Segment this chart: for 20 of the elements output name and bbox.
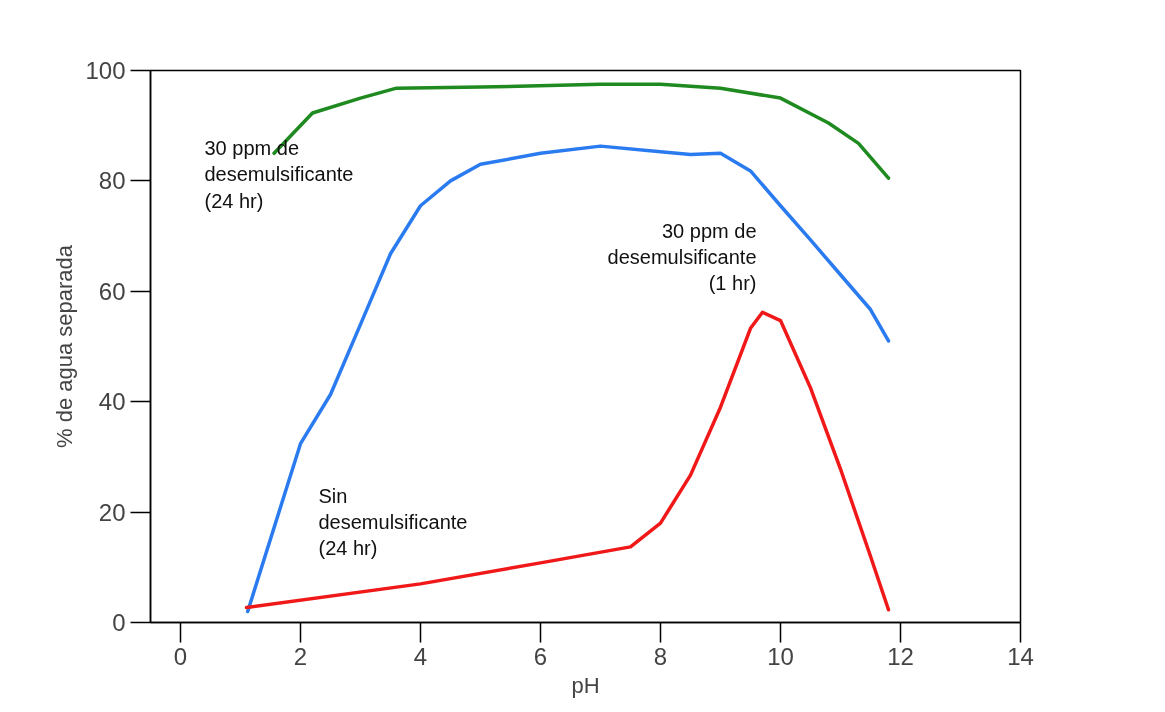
y-tick-label: 40 <box>98 388 126 416</box>
x-tick-label: 0 <box>173 642 188 670</box>
annotation: 30 ppm de desemulsificante (24 hr) <box>204 136 354 212</box>
y-tick-label: 60 <box>98 277 126 305</box>
x-tick-label: 8 <box>653 642 668 670</box>
y-tick-label: 100 <box>85 57 126 84</box>
x-tick-label: 6 <box>533 642 548 670</box>
annotation: 30 ppm de desemulsificante (1 hr) <box>607 219 757 295</box>
x-axis-title: pH <box>571 672 600 698</box>
y-axis-title: % de agua separada <box>52 244 78 449</box>
y-tick-label: 0 <box>112 609 126 636</box>
annotation: Sin desemulsificante (24 hr) <box>318 484 468 560</box>
x-tick-label: 10 <box>767 642 794 670</box>
y-tick-label: 80 <box>98 167 126 195</box>
x-tick-label: 12 <box>887 642 914 670</box>
y-tick-label: 20 <box>98 498 126 526</box>
x-tick-label: 14 <box>1007 642 1034 670</box>
x-tick-label: 4 <box>413 642 428 670</box>
line-series <box>244 310 891 612</box>
x-tick-label: 2 <box>293 642 308 670</box>
